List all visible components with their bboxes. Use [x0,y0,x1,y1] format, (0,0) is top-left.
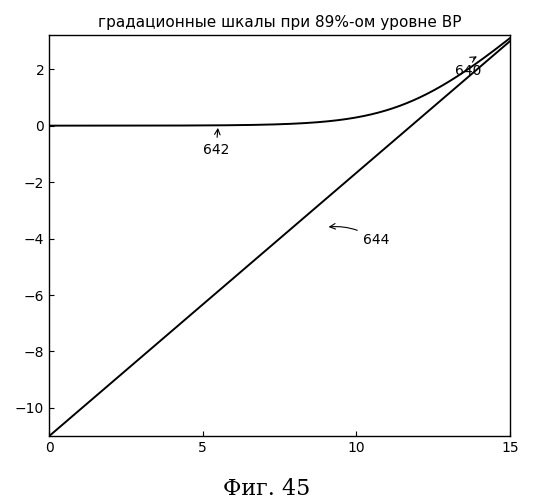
Title: градационные шкалы при 89%-ом уровне ВР: градационные шкалы при 89%-ом уровне ВР [98,15,461,30]
Text: Фиг. 45: Фиг. 45 [223,478,311,500]
Text: 640: 640 [455,57,481,78]
Text: 644: 644 [330,224,389,247]
Text: 642: 642 [203,129,229,157]
